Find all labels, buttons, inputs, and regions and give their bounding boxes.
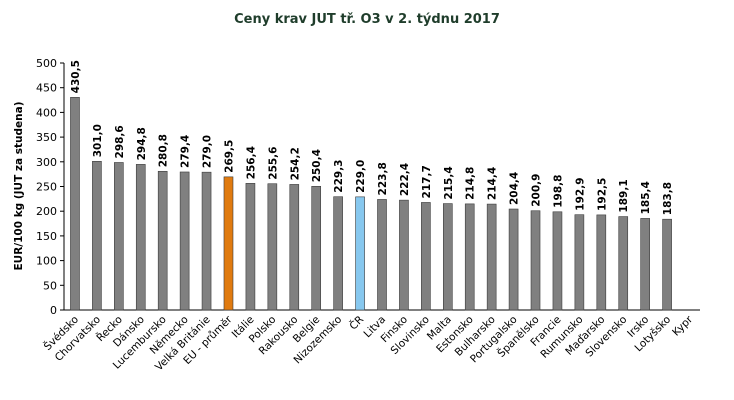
data-label: 214,4 (487, 167, 499, 200)
bar (596, 214, 607, 311)
bar (92, 161, 102, 311)
x-tick-labels: ŠvédskoChorvatskoŘeckoDánskoLucemburskoN… (41, 313, 696, 373)
data-label: 223,8 (377, 162, 389, 195)
bar (574, 214, 585, 311)
data-label: 250,4 (311, 149, 323, 182)
data-label: 204,4 (509, 172, 521, 205)
bar (289, 184, 300, 311)
data-label: 192,9 (574, 177, 586, 210)
data-label: 215,4 (443, 166, 455, 199)
data-label: 294,8 (136, 127, 148, 160)
bar (333, 196, 343, 311)
bar (377, 199, 387, 311)
data-label: 200,9 (531, 174, 543, 207)
bar (530, 210, 541, 311)
data-label: 298,6 (114, 125, 126, 158)
bar (355, 196, 365, 311)
bar (70, 97, 80, 311)
data-label: 189,1 (618, 179, 630, 212)
bar (399, 199, 409, 311)
y-tick-label: 250 (36, 181, 57, 194)
data-label: 222,4 (399, 163, 411, 196)
data-label: 229,3 (333, 160, 345, 193)
y-tick-label: 400 (36, 106, 57, 119)
bar (662, 218, 672, 311)
data-label: 229,0 (355, 160, 367, 193)
data-label: 255,6 (267, 147, 279, 180)
bar (157, 170, 168, 311)
data-label: 183,8 (662, 182, 674, 215)
bar (618, 216, 629, 311)
y-tick-label: 100 (36, 255, 57, 268)
y-tick-label: 500 (36, 57, 57, 70)
data-label: 430,5 (70, 60, 82, 93)
bar (179, 171, 190, 311)
y-axis-label: EUR/100 kg (JUT za studena) (13, 102, 25, 271)
bar (552, 211, 563, 311)
bar (486, 203, 497, 311)
bar (223, 176, 234, 311)
data-label: 279,4 (180, 135, 192, 168)
bar (201, 171, 212, 311)
data-label: 269,5 (223, 140, 235, 173)
x-tick-label: Kypr (670, 313, 695, 338)
bar (464, 203, 475, 311)
data-label: 301,0 (92, 124, 104, 157)
chart-title: Ceny krav JUT tř. O3 v 2. týdnu 2017 (234, 12, 500, 27)
data-label: 280,8 (158, 134, 170, 167)
data-label: 185,4 (640, 181, 652, 214)
bar (245, 183, 256, 311)
data-label: 192,5 (596, 178, 608, 211)
y-tick-label: 150 (36, 230, 57, 243)
bar (311, 186, 322, 311)
bar (135, 164, 146, 311)
bar (114, 162, 124, 311)
data-labels: 430,5 301,0 298,6 294,8 280,8 279,4 279,0 269,5… (70, 60, 674, 215)
y-tick-label: 200 (36, 205, 57, 218)
data-label: 217,7 (421, 165, 433, 198)
y-tick-label: 450 (36, 82, 57, 95)
y-tick-label: 350 (36, 131, 57, 144)
bars (70, 97, 672, 311)
y-tick-label: 300 (36, 156, 57, 169)
y-tick-label: 50 (43, 279, 57, 292)
data-label: 254,2 (289, 147, 301, 180)
bar (640, 218, 650, 311)
data-label: 198,8 (552, 175, 564, 208)
bar (442, 203, 453, 311)
bar (508, 208, 519, 311)
bar (421, 202, 431, 311)
data-label: 214,8 (465, 167, 477, 200)
bar (267, 183, 278, 311)
data-label: 279,0 (202, 135, 214, 168)
data-label: 256,4 (245, 146, 257, 179)
y-tick-labels: 0 50 100 150 200 250 300 350 400 450 500 (36, 57, 57, 317)
y-tick-label: 0 (50, 304, 57, 317)
